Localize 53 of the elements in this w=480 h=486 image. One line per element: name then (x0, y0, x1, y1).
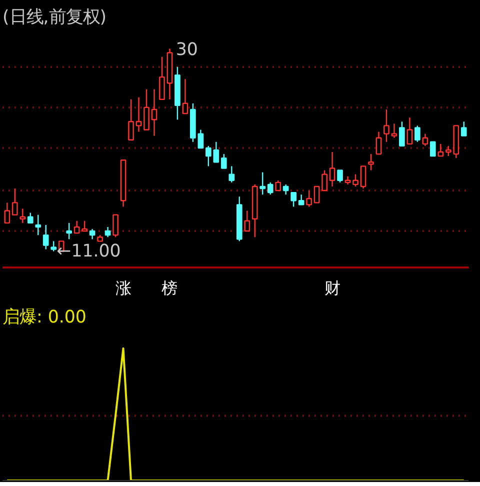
candlestick (136, 96, 142, 132)
candlestick (376, 131, 382, 155)
candlestick (460, 121, 467, 136)
candlestick (182, 78, 188, 114)
candlestick (260, 172, 266, 196)
candlestick (322, 170, 328, 192)
candlestick (20, 208, 26, 224)
candlestick (128, 98, 134, 140)
candlestick (275, 180, 281, 192)
candlestick (74, 220, 80, 234)
candlestick (306, 190, 312, 208)
candlestick (220, 153, 227, 169)
candlestick (337, 170, 343, 184)
candlestick (360, 166, 366, 190)
candlestick (42, 224, 49, 250)
candlestick (27, 212, 34, 224)
candlestick (159, 56, 165, 100)
candlestick (228, 166, 235, 184)
candlestick (414, 125, 420, 142)
candlestick (384, 108, 390, 142)
candlestick (352, 174, 358, 188)
annotation: 30 (176, 40, 198, 60)
candlestick (66, 222, 72, 240)
candlestick (104, 226, 111, 238)
candlestick (368, 153, 374, 171)
x-tick-label: 榜 (162, 278, 178, 298)
candlestick (89, 228, 96, 240)
candlestick (290, 192, 296, 208)
candlestick (82, 220, 88, 232)
candlestick (151, 88, 158, 136)
candlestick (267, 182, 274, 196)
candlestick (12, 188, 18, 216)
candlestick (4, 202, 10, 224)
chart-title: (日线,前复权) (2, 8, 107, 28)
candlestick (244, 210, 250, 232)
candlestick (438, 143, 444, 157)
candlestick (144, 88, 150, 130)
chart-title: 启爆: 0.00 (2, 308, 86, 328)
candlestick (50, 240, 57, 252)
candlestick (35, 214, 42, 236)
candlestick (422, 133, 428, 147)
candlestick (406, 116, 413, 145)
candlestick (282, 184, 289, 196)
annotation: ←11.00 (56, 241, 121, 262)
candlestick (298, 194, 304, 206)
candlestick (391, 123, 398, 138)
candlestick (329, 151, 336, 188)
x-tick-label: 涨 (115, 278, 132, 298)
candlestick (112, 214, 118, 238)
candlestick (430, 141, 436, 157)
candlestick (314, 186, 320, 204)
x-tick-label: 财 (324, 278, 340, 298)
candlestick (399, 121, 405, 147)
